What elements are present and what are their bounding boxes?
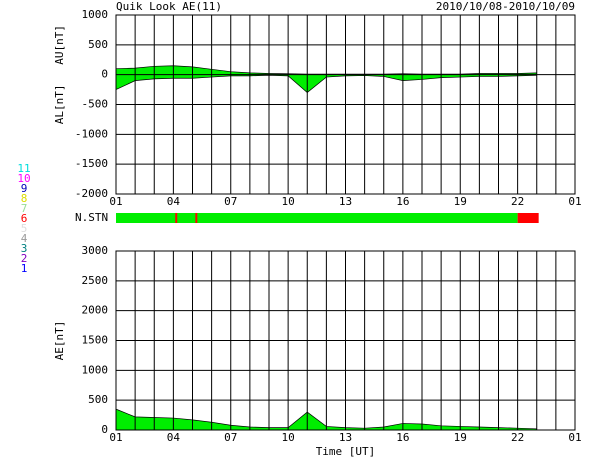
legend-label: 2 bbox=[21, 252, 28, 265]
y-tick-label: 1000 bbox=[82, 8, 109, 21]
area bbox=[116, 65, 537, 75]
y-tick-label: -500 bbox=[82, 98, 109, 111]
plot-frame bbox=[115, 250, 576, 431]
legend-label: 8 bbox=[21, 192, 28, 205]
x-tick-label: 22 bbox=[511, 431, 524, 444]
x-tick-label: 22 bbox=[511, 195, 524, 208]
legend-label: 7 bbox=[21, 202, 28, 215]
y-tick-label: 0 bbox=[101, 423, 108, 436]
y-tick-label: 0 bbox=[101, 68, 108, 81]
x-tick-label: 01 bbox=[109, 431, 122, 444]
y-axis-label: AL[nT] bbox=[53, 84, 66, 124]
x-tick-label: 01 bbox=[568, 431, 581, 444]
x-tick-label: 01 bbox=[109, 195, 122, 208]
y-axis-label: AU[nT] bbox=[53, 25, 66, 65]
y-tick-label: 3000 bbox=[82, 244, 109, 257]
y-tick-label: 2500 bbox=[82, 274, 109, 287]
y-tick-label: 1500 bbox=[82, 334, 109, 347]
x-tick-label: 07 bbox=[224, 195, 237, 208]
y-tick-label: -2000 bbox=[75, 187, 108, 200]
x-tick-label: 07 bbox=[224, 431, 237, 444]
x-tick-label: 16 bbox=[396, 431, 409, 444]
station-segment bbox=[116, 213, 518, 223]
y-axis-label: AE[nT] bbox=[53, 321, 66, 361]
y-tick-label: 500 bbox=[88, 38, 108, 51]
y-tick-label: 500 bbox=[88, 393, 108, 406]
station-label: N.STN bbox=[75, 211, 108, 224]
x-tick-label: 01 bbox=[568, 195, 581, 208]
legend-label: 6 bbox=[21, 212, 28, 225]
x-tick-label: 10 bbox=[282, 195, 295, 208]
legend-label: 9 bbox=[21, 182, 28, 195]
x-tick-label: 19 bbox=[454, 431, 467, 444]
station-segment bbox=[517, 213, 539, 223]
x-tick-label: 13 bbox=[339, 431, 352, 444]
area bbox=[116, 409, 537, 430]
legend-label: 5 bbox=[21, 222, 28, 235]
legend-label: 4 bbox=[21, 232, 28, 245]
x-tick-label: 16 bbox=[396, 195, 409, 208]
x-tick-label: 04 bbox=[167, 431, 181, 444]
plot-frame bbox=[115, 14, 576, 195]
y-tick-label: 1000 bbox=[82, 363, 109, 376]
legend-label: 1 bbox=[21, 262, 28, 275]
station-segment bbox=[195, 213, 198, 223]
legend-label: 11 bbox=[17, 162, 30, 175]
y-tick-label: 2000 bbox=[82, 304, 109, 317]
x-tick-label: 10 bbox=[282, 431, 295, 444]
x-tick-label: 13 bbox=[339, 195, 352, 208]
legend-label: 10 bbox=[17, 172, 30, 185]
y-tick-label: -1000 bbox=[75, 127, 108, 140]
x-tick-label: 04 bbox=[167, 195, 181, 208]
chart-title: Quik Look AE(11) bbox=[116, 0, 222, 13]
x-axis-label: Time [UT] bbox=[316, 445, 376, 458]
x-tick-label: 19 bbox=[454, 195, 467, 208]
y-tick-label: -1500 bbox=[75, 157, 108, 170]
station-segment bbox=[175, 213, 178, 223]
chart-subtitle: 2010/10/08-2010/10/09 bbox=[436, 0, 575, 13]
legend-label: 3 bbox=[21, 242, 28, 255]
